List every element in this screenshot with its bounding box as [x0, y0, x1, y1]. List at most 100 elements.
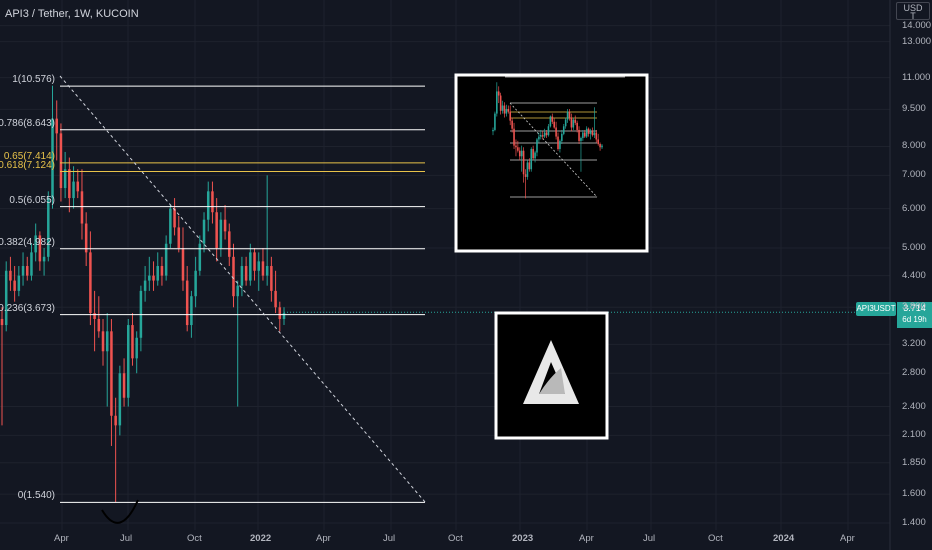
candle — [261, 248, 265, 281]
candle — [30, 243, 33, 281]
candle-body — [253, 252, 256, 271]
inset-candle-body — [553, 121, 555, 128]
candle-body — [131, 325, 134, 359]
candle-body — [148, 275, 151, 281]
x-tick-label: 2022 — [250, 533, 272, 544]
inset-candle-body — [507, 108, 510, 112]
last-price-badge: 3.714 6d 19h — [897, 302, 932, 328]
candle-body — [122, 373, 126, 398]
inset-candle-body — [591, 131, 594, 136]
inset-candle-body — [566, 111, 569, 120]
candle — [68, 157, 71, 213]
inset-candle-body — [557, 136, 559, 149]
candle-countdown: 6d 19h — [902, 315, 927, 324]
inset-candle-body — [593, 132, 596, 136]
candle — [93, 290, 96, 352]
candle — [135, 331, 138, 374]
candle-body — [181, 248, 185, 281]
candle — [105, 313, 109, 407]
candle-body — [68, 169, 71, 199]
candle-body — [30, 252, 33, 276]
candle-body — [202, 219, 206, 244]
y-tick-label: 13.000 — [902, 35, 932, 47]
candle — [47, 191, 50, 262]
candle-body — [198, 243, 202, 271]
candle — [72, 166, 75, 209]
inset-candle-body — [551, 116, 554, 122]
candle — [42, 248, 46, 276]
inset-candle-body — [520, 150, 523, 157]
x-tick-label: 2023 — [512, 533, 534, 544]
inset-candle-body — [562, 126, 565, 134]
candle-body — [160, 266, 164, 276]
inset-candle-body — [526, 162, 529, 177]
inset-candle-body — [505, 108, 508, 114]
inset-chart-bg — [454, 73, 649, 253]
candle — [173, 198, 176, 236]
currency-label: USDT — [896, 2, 930, 21]
candle — [110, 318, 113, 446]
fib-level-label: 0.786(8.643) — [0, 117, 55, 129]
y-tick-label: 1.850 — [902, 456, 926, 468]
candle-body — [13, 280, 16, 291]
candle — [38, 231, 42, 271]
inset-candle-body — [530, 148, 533, 170]
inset-candle-body — [585, 128, 588, 137]
candle-body — [34, 235, 37, 253]
candle-body — [4, 270, 8, 326]
token-logo-bg — [494, 311, 609, 440]
candle-body — [93, 313, 96, 319]
fibonacci-retracement — [60, 85, 425, 503]
symbol-badge: API3USDT — [856, 302, 896, 316]
candle — [228, 223, 231, 267]
inset-candle-body — [601, 145, 603, 148]
candle-body — [97, 318, 101, 332]
candle-body — [143, 280, 147, 291]
inset-candle-body — [561, 133, 563, 141]
fib-level-label: 0.618(7.124) — [0, 159, 55, 171]
candle-body — [278, 307, 282, 319]
candle — [127, 318, 130, 407]
candle-body — [164, 243, 168, 276]
candle-body — [244, 266, 248, 281]
inset-candle-body — [559, 140, 561, 149]
candle — [181, 227, 185, 291]
candle-body — [274, 290, 277, 308]
inset-candle-body — [599, 144, 601, 148]
candle-body — [152, 275, 155, 281]
candle-body — [270, 266, 273, 291]
x-tick-label: Jul — [643, 533, 656, 544]
candle — [34, 223, 37, 262]
inset-candle-body — [570, 117, 573, 128]
y-tick-label: 8.000 — [902, 140, 926, 152]
fib-level-label: 1(10.576) — [12, 74, 55, 86]
x-tick-label: Apr — [579, 533, 594, 544]
candle-body — [177, 227, 181, 249]
inset-candle-body — [583, 132, 586, 137]
candle — [270, 256, 273, 302]
inset-trend-line — [509, 102, 598, 198]
candle-body — [59, 133, 63, 189]
x-tick-label: Oct — [187, 533, 202, 544]
candle — [63, 151, 67, 199]
candle — [21, 252, 25, 286]
inset-candle-body — [492, 129, 494, 132]
chart-grid — [0, 0, 890, 530]
candle — [223, 205, 227, 240]
candle-body — [84, 223, 88, 253]
y-tick-label: 11.000 — [902, 71, 931, 83]
candle — [156, 252, 159, 286]
candle — [164, 235, 168, 281]
candle — [236, 280, 239, 407]
candle-body — [261, 261, 265, 276]
candle — [265, 175, 269, 286]
candle-body — [228, 231, 231, 257]
last-price-value: 3.714 — [903, 303, 926, 313]
inset-candle-body — [549, 116, 552, 127]
inset-candle-body — [496, 91, 498, 114]
candle-body — [51, 118, 54, 199]
candle — [139, 285, 143, 352]
candle-body — [257, 261, 261, 271]
candle-body — [38, 235, 42, 262]
